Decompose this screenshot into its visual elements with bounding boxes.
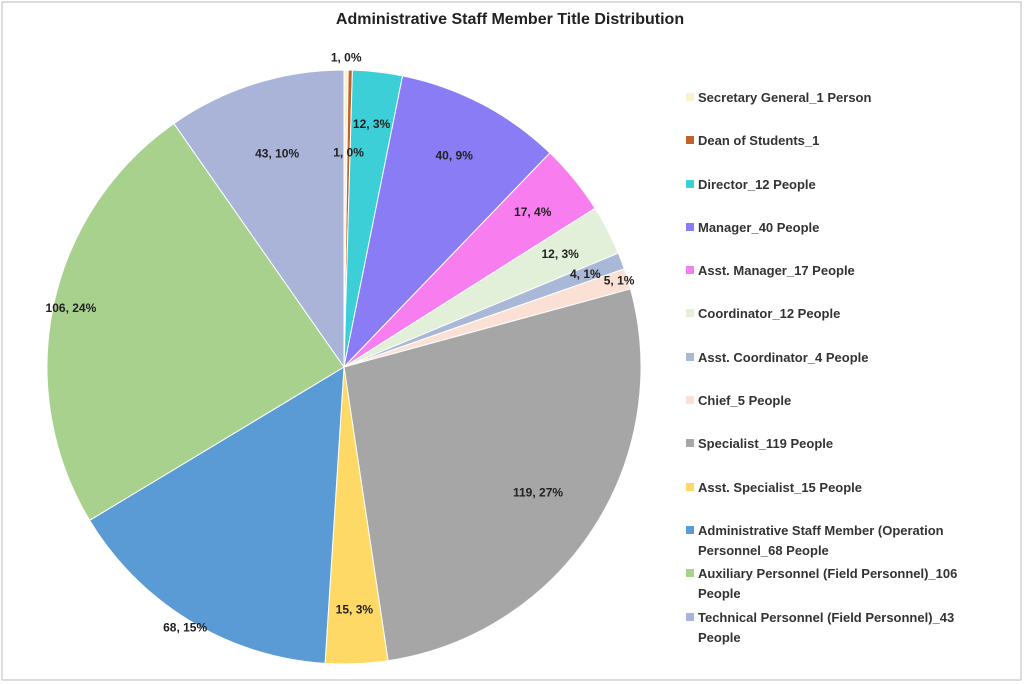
legend-swatch xyxy=(686,93,694,101)
data-label: 119, 27% xyxy=(513,486,563,500)
data-label: 40, 9% xyxy=(436,149,474,163)
legend-item: Administrative Staff Member (Operation P… xyxy=(686,521,986,564)
legend-swatch xyxy=(686,439,694,448)
legend-item: Asst. Manager_17 People xyxy=(686,261,986,304)
legend-item: Manager_40 People xyxy=(686,218,986,261)
legend-item: Coordinator_12 People xyxy=(686,304,986,347)
legend-label: Coordinator_12 People xyxy=(698,306,841,322)
legend-swatch xyxy=(686,136,694,145)
legend: Secretary General_1 Person Dean of Studen… xyxy=(686,88,986,651)
legend-label: Technical Personnel (Field Personnel)_43… xyxy=(698,609,955,645)
pie-slice xyxy=(173,69,345,369)
pie-slice xyxy=(46,122,345,522)
data-label: 1, 0% xyxy=(331,50,362,64)
legend-label: Manager_40 People xyxy=(698,219,820,235)
data-label: 106, 24% xyxy=(46,301,97,315)
legend-swatch xyxy=(686,309,694,318)
legend-label: Auxiliary Personnel (Field Personnel)_10… xyxy=(698,566,958,602)
legend-swatch xyxy=(686,396,694,405)
data-label: 5, 1% xyxy=(604,274,635,288)
legend-label: Secretary General_1 Person xyxy=(698,90,872,105)
legend-label: Asst. Specialist_15 People xyxy=(698,479,863,495)
legend-item: Auxiliary Personnel (Field Personnel)_10… xyxy=(686,564,986,607)
data-label: 43, 10% xyxy=(255,147,299,161)
legend-swatch xyxy=(686,612,694,621)
legend-item: Technical Personnel (Field Personnel)_43… xyxy=(686,608,986,651)
data-label: 15, 3% xyxy=(336,602,374,616)
pie-slice xyxy=(343,288,642,662)
legend-swatch xyxy=(686,266,694,275)
legend-swatch xyxy=(686,179,694,188)
legend-swatch xyxy=(686,352,694,361)
legend-label: Asst. Coordinator_4 People xyxy=(698,349,869,365)
data-label: 12, 3% xyxy=(541,247,579,261)
legend-item: Dean of Students_1 xyxy=(686,131,986,174)
legend-label: Dean of Students_1 xyxy=(698,133,820,149)
legend-swatch xyxy=(686,222,694,231)
legend-item: Secretary General_1 Person xyxy=(686,88,986,131)
legend-swatch xyxy=(686,482,694,491)
chart-title: Administrative Staff Member Title Distri… xyxy=(336,11,684,28)
legend-item: Director_12 People xyxy=(686,175,986,218)
legend-item: Asst. Coordinator_4 People xyxy=(686,348,986,391)
legend-item: Asst. Specialist_15 People xyxy=(686,478,986,521)
data-label: 17, 4% xyxy=(514,205,552,219)
legend-item: Specialist_119 People xyxy=(686,434,986,477)
legend-label: Director_12 People xyxy=(698,176,816,192)
legend-label: Specialist_119 People xyxy=(698,436,834,452)
legend-swatch xyxy=(686,569,694,578)
data-label: 12, 3% xyxy=(353,117,391,131)
pie-slice xyxy=(88,366,345,664)
pie-slice xyxy=(343,75,551,369)
data-label: 68, 15% xyxy=(163,621,207,635)
legend-item: Chief_5 People xyxy=(686,391,986,434)
legend-label: Administrative Staff Member (Operation P… xyxy=(698,522,944,558)
data-label: 4, 1% xyxy=(570,267,601,281)
legend-swatch xyxy=(686,525,694,534)
legend-label: Chief_5 People xyxy=(698,393,792,409)
data-label: 1, 0% xyxy=(333,145,364,159)
legend-label: Asst. Manager_17 People xyxy=(698,263,855,279)
